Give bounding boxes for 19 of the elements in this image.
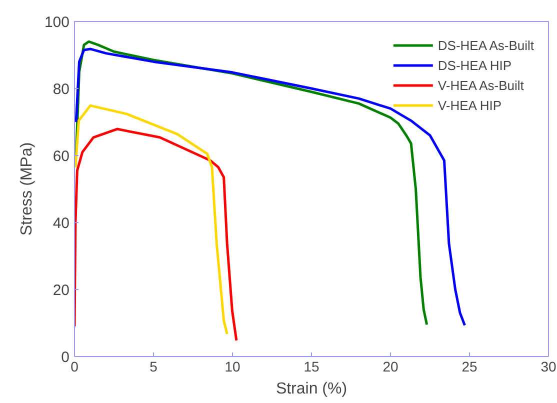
x-tick-label: 5 (150, 358, 158, 374)
x-tick-label: 20 (382, 358, 398, 374)
y-axis-title: Stress (MPa) (18, 142, 36, 236)
y-tick-label: 100 (44, 14, 70, 31)
y-tick-label: 80 (52, 81, 70, 98)
y-tick-label: 60 (52, 148, 70, 165)
x-axis-title: Strain (%) (276, 380, 348, 398)
y-tick-label: 40 (52, 215, 70, 232)
legend-label: DS-HEA As-Built (438, 38, 534, 52)
legend-label: DS-HEA HIP (438, 58, 512, 72)
x-tick-label: 30 (540, 358, 556, 374)
line-series (74, 104, 228, 336)
x-tick-label: 25 (462, 358, 478, 374)
legend-label: V-HEA HIP (438, 98, 502, 112)
line-series (74, 128, 238, 342)
x-tick-label: 10 (224, 358, 240, 374)
x-tick-label: 15 (304, 358, 320, 374)
y-tick-label: 20 (52, 282, 70, 299)
legend-label: V-HEA As-Built (438, 78, 524, 92)
